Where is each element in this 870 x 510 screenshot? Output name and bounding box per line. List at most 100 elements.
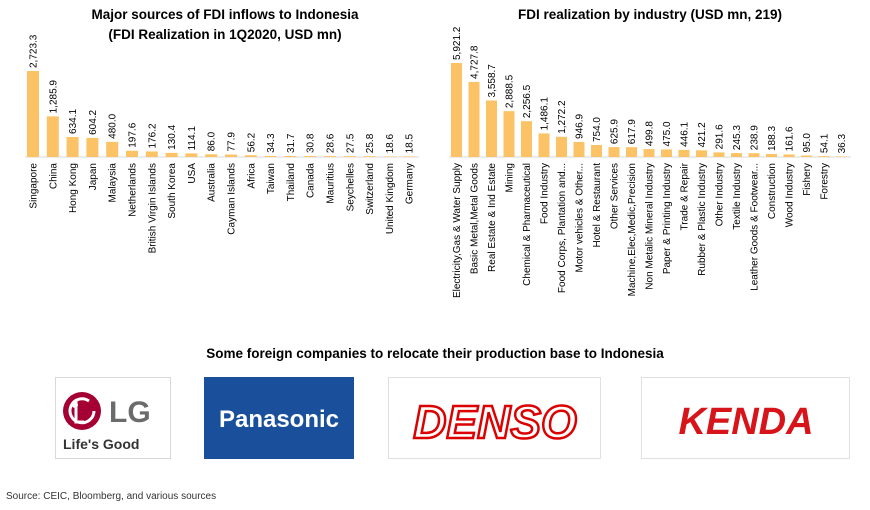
bar	[383, 156, 396, 157]
bar	[185, 153, 198, 157]
data-label: 54.1	[820, 133, 831, 153]
bar	[27, 71, 39, 157]
category-label: Hong Kong	[68, 163, 79, 213]
category-label: Paper & Printing Industry	[662, 163, 673, 274]
category-label: Rubber & Plastic Industry	[697, 163, 708, 276]
bar	[403, 156, 416, 157]
category-label: Forestry	[820, 163, 831, 200]
bar	[591, 145, 602, 157]
source-note: Source: CEIC, Bloomberg, and various sou…	[6, 491, 217, 502]
category-label: Africa	[246, 163, 257, 189]
category-label: Hotel & Restaurant	[592, 163, 603, 248]
bar	[225, 154, 237, 157]
data-label: 86.0	[207, 131, 218, 151]
bar	[521, 121, 532, 157]
data-label: 1,272.2	[557, 100, 568, 134]
category-label: Fishery	[802, 163, 813, 196]
right-chart-title: FDI realization by industry (USD mn, 219…	[517, 7, 783, 22]
data-label: 634.1	[68, 109, 79, 134]
data-label: 95.0	[802, 133, 813, 153]
bar	[696, 150, 707, 157]
bar	[486, 100, 497, 157]
category-label: Trade & Repair	[680, 162, 691, 230]
category-label: South Korea	[167, 163, 178, 219]
bar	[608, 147, 620, 157]
svg-text:Panasonic: Panasonic	[219, 406, 339, 433]
companies-title: Some foreign companies to relocate their…	[206, 346, 664, 361]
category-label: Germany	[405, 163, 416, 204]
category-label: Mining	[505, 163, 516, 192]
category-label: Canada	[306, 163, 317, 198]
category-label: United Kingdom	[385, 163, 396, 234]
data-label: 36.3	[837, 134, 848, 154]
data-label: 27.5	[345, 133, 356, 153]
data-label: 30.8	[306, 133, 317, 153]
bar	[451, 63, 462, 157]
bar	[165, 152, 178, 157]
bar	[748, 153, 760, 157]
bar	[836, 156, 847, 157]
data-label: 421.2	[697, 122, 708, 147]
data-label: 617.9	[627, 119, 638, 144]
data-label: 291.6	[715, 124, 726, 149]
category-label: Basic Metal,Metal Goods	[470, 163, 481, 274]
data-label: 28.6	[326, 133, 337, 153]
data-label: 176.2	[147, 123, 158, 148]
category-label: Machine,Elec,Medic,Precision	[627, 163, 638, 296]
data-label: 2,256.5	[522, 84, 533, 118]
denso-logo: DENSO	[388, 377, 601, 459]
bar	[106, 141, 119, 157]
data-label: 604.2	[88, 109, 99, 134]
bar	[626, 147, 637, 157]
data-label: 4,727.8	[470, 45, 481, 79]
data-label: 1,285.9	[48, 80, 59, 114]
bar	[573, 141, 585, 157]
bar	[363, 156, 376, 157]
bar	[538, 133, 550, 157]
data-label: 3,558.7	[487, 64, 498, 98]
svg-text:Life's Good: Life's Good	[63, 436, 139, 452]
category-label: Switzerland	[365, 163, 376, 215]
left-chart-title-line1: Major sources of FDI inflows to Indonesi…	[91, 7, 359, 22]
category-label: Leather Goods & Footwear...	[750, 163, 761, 291]
data-label: 197.6	[128, 122, 139, 147]
category-label: Mauritius	[326, 163, 337, 204]
data-label: 188.3	[767, 126, 778, 151]
left-chart-title: Major sources of FDI inflows to Indonesi…	[40, 5, 410, 45]
bar	[284, 155, 297, 157]
svg-text:LG: LG	[109, 396, 151, 429]
data-label: 446.1	[680, 121, 691, 146]
svg-text:KENDA: KENDA	[678, 401, 813, 443]
category-label: Non Metalic Mineral Industry	[645, 163, 656, 290]
bar	[205, 154, 218, 157]
bar	[503, 111, 515, 157]
data-label: 499.8	[645, 121, 656, 146]
category-label: Motor vehicles & Other...	[575, 163, 586, 273]
data-label: 18.6	[385, 134, 396, 154]
category-label: USA	[187, 163, 198, 184]
bar	[126, 150, 138, 157]
data-label: 130.4	[167, 124, 178, 149]
category-label: Malaysia	[108, 163, 119, 203]
lg-logo: LG Life's Good	[55, 377, 171, 459]
bar	[783, 154, 795, 157]
category-label: Electricity,Gas & Water Supply	[452, 163, 463, 298]
data-label: 56.2	[246, 132, 257, 152]
data-label: 480.0	[108, 113, 119, 138]
category-label: Food Corps, Plantation and...	[557, 163, 568, 293]
category-label: British Virgin Islands	[147, 163, 158, 253]
category-label: Chemical & Pharmaceutical	[522, 163, 533, 286]
bar	[801, 155, 812, 157]
bar	[343, 156, 356, 157]
bar	[678, 149, 690, 157]
panasonic-logo: Panasonic	[204, 377, 354, 459]
data-label: 2,888.5	[505, 74, 516, 108]
data-label: 754.0	[592, 117, 603, 142]
category-label: Textile Industry	[732, 163, 743, 230]
category-label: Food Industry	[540, 163, 551, 224]
data-label: 34.3	[266, 133, 277, 153]
category-label: Netherlands	[128, 163, 139, 217]
data-label: 31.7	[286, 133, 297, 153]
svg-text:DENSO: DENSO	[413, 396, 577, 448]
bar	[46, 116, 59, 157]
